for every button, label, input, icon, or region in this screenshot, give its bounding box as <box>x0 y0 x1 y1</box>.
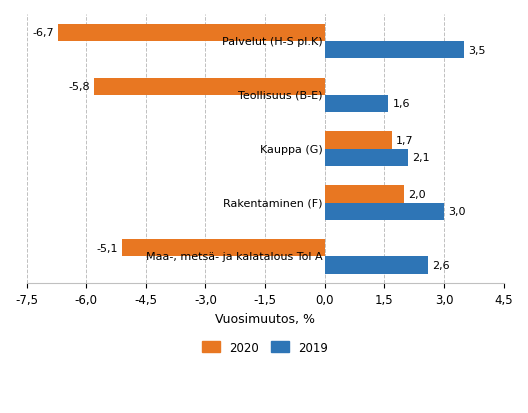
Bar <box>325 203 444 220</box>
Text: 2,0: 2,0 <box>408 190 426 199</box>
X-axis label: Vuosimuutos, %: Vuosimuutos, % <box>215 312 315 325</box>
Bar <box>325 150 408 166</box>
Bar <box>325 186 404 203</box>
Text: -6,7: -6,7 <box>33 28 54 38</box>
Text: Rakentaminen (F): Rakentaminen (F) <box>223 198 323 208</box>
Bar <box>325 42 464 59</box>
Bar <box>58 25 325 42</box>
Text: -5,8: -5,8 <box>69 82 90 92</box>
Bar <box>94 78 325 95</box>
Text: Maa-, metsä- ja kalatalous Tol A: Maa-, metsä- ja kalatalous Tol A <box>146 252 323 262</box>
Text: Palvelut (H-S pl.K): Palvelut (H-S pl.K) <box>222 37 323 47</box>
Bar <box>325 257 428 274</box>
Text: 1,7: 1,7 <box>397 136 414 146</box>
Text: Teollisuus (B-E): Teollisuus (B-E) <box>238 90 323 101</box>
Text: 1,6: 1,6 <box>392 99 410 109</box>
Text: 3,5: 3,5 <box>468 45 485 55</box>
Bar <box>325 95 389 113</box>
Bar <box>325 132 392 150</box>
Text: -5,1: -5,1 <box>97 243 118 253</box>
Legend: 2020, 2019: 2020, 2019 <box>197 336 333 358</box>
Text: Kauppa (G): Kauppa (G) <box>260 145 323 154</box>
Bar <box>122 240 325 257</box>
Text: 2,6: 2,6 <box>432 261 450 271</box>
Text: 2,1: 2,1 <box>412 153 430 163</box>
Text: 3,0: 3,0 <box>448 207 466 217</box>
